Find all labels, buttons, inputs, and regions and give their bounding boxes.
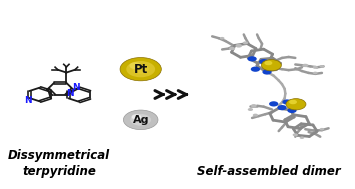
Circle shape xyxy=(286,99,306,110)
Circle shape xyxy=(262,69,272,75)
Circle shape xyxy=(124,110,158,130)
Circle shape xyxy=(287,108,297,113)
Circle shape xyxy=(320,65,324,68)
Circle shape xyxy=(269,101,278,107)
Circle shape xyxy=(277,105,287,110)
Circle shape xyxy=(264,61,272,65)
Circle shape xyxy=(251,104,257,107)
Circle shape xyxy=(291,103,300,108)
Circle shape xyxy=(120,57,161,81)
Text: Pt: Pt xyxy=(133,63,148,76)
Circle shape xyxy=(313,72,318,74)
Circle shape xyxy=(129,62,142,69)
Circle shape xyxy=(126,61,155,77)
Circle shape xyxy=(302,64,308,67)
Circle shape xyxy=(264,66,273,71)
Text: N: N xyxy=(72,83,80,92)
Circle shape xyxy=(248,108,253,111)
Text: N: N xyxy=(24,96,32,105)
Circle shape xyxy=(243,41,248,44)
Text: Self-assembled dimer: Self-assembled dimer xyxy=(197,165,340,178)
Circle shape xyxy=(235,44,242,48)
Circle shape xyxy=(313,66,318,69)
Circle shape xyxy=(229,47,235,50)
Text: terpyridine: terpyridine xyxy=(22,165,96,178)
Circle shape xyxy=(131,114,141,120)
Circle shape xyxy=(300,136,304,139)
Circle shape xyxy=(282,99,292,105)
Circle shape xyxy=(289,100,297,104)
Circle shape xyxy=(220,37,224,40)
Circle shape xyxy=(130,114,151,126)
Circle shape xyxy=(251,67,260,72)
Circle shape xyxy=(253,114,258,117)
Circle shape xyxy=(247,56,257,61)
Circle shape xyxy=(261,60,282,71)
Circle shape xyxy=(132,64,149,74)
Text: Ag: Ag xyxy=(132,115,149,125)
Circle shape xyxy=(293,133,298,136)
Circle shape xyxy=(320,128,324,131)
Text: N: N xyxy=(66,89,73,98)
Text: Dissymmetrical: Dissymmetrical xyxy=(8,149,110,162)
Circle shape xyxy=(259,59,268,64)
